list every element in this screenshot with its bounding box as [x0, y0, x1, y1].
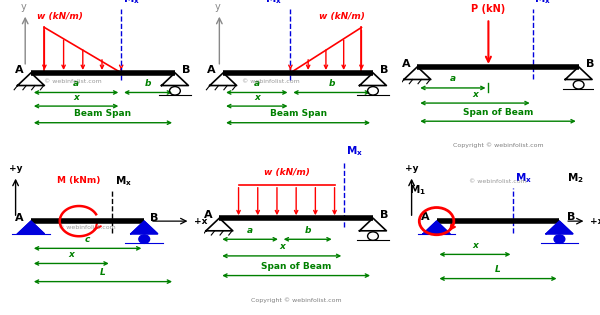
Text: $\mathbf{M_x}$: $\mathbf{M_x}$ [265, 0, 283, 6]
Text: B: B [149, 213, 158, 223]
Text: A: A [208, 65, 216, 75]
Text: B: B [182, 65, 191, 75]
Text: x: x [472, 241, 478, 250]
Text: Beam Span: Beam Span [74, 109, 131, 118]
Text: a: a [247, 226, 253, 235]
Text: y: y [20, 2, 26, 12]
Text: b: b [328, 79, 335, 88]
Text: x: x [472, 89, 478, 99]
Text: $\mathbf{M_x}$: $\mathbf{M_x}$ [123, 0, 140, 6]
Text: B: B [586, 59, 595, 69]
Text: $\mathbf{M_1}$: $\mathbf{M_1}$ [409, 183, 426, 197]
Text: © webinfolist.com: © webinfolist.com [44, 79, 102, 84]
Text: $\mathbf{M_x}$: $\mathbf{M_x}$ [115, 174, 133, 188]
Polygon shape [131, 221, 158, 234]
Text: L: L [495, 265, 501, 274]
Text: $\mathbf{M_2}$: $\mathbf{M_2}$ [567, 171, 584, 185]
Text: Span of Beam: Span of Beam [463, 108, 533, 117]
Text: © webinfolist.com: © webinfolist.com [58, 225, 116, 230]
Text: w (kN/m): w (kN/m) [263, 168, 310, 177]
Text: L: L [100, 268, 106, 277]
Polygon shape [17, 221, 44, 234]
Polygon shape [546, 221, 573, 234]
Text: M (kNm): M (kNm) [57, 176, 101, 185]
Text: Copyright © webinfolist.com: Copyright © webinfolist.com [251, 297, 341, 303]
Text: b: b [304, 226, 311, 235]
Text: +x: +x [590, 217, 600, 226]
Text: $\mathbf{M_x}$: $\mathbf{M_x}$ [535, 0, 551, 6]
Text: w (kN/m): w (kN/m) [37, 12, 83, 21]
Text: w (kN/m): w (kN/m) [319, 12, 365, 21]
Text: B: B [380, 65, 389, 75]
Text: c: c [85, 235, 90, 244]
Text: a: a [450, 74, 456, 83]
Text: $\mathbf{M_x}$: $\mathbf{M_x}$ [346, 144, 363, 158]
Text: +y: +y [405, 164, 418, 173]
Text: B: B [380, 210, 389, 220]
Text: Span of Beam: Span of Beam [261, 262, 331, 271]
Text: B: B [567, 212, 575, 221]
Text: A: A [203, 210, 212, 220]
Text: Beam Span: Beam Span [269, 109, 326, 118]
Text: $\mathbf{M_x}$: $\mathbf{M_x}$ [515, 171, 532, 185]
Text: © webinfolist.com: © webinfolist.com [242, 79, 300, 84]
Text: b: b [145, 79, 151, 88]
Text: +y: +y [9, 164, 22, 173]
Text: © webinfolist.com: © webinfolist.com [469, 179, 527, 184]
Text: x: x [254, 93, 260, 101]
Text: P (kN): P (kN) [471, 4, 506, 14]
Text: +x: +x [194, 217, 208, 226]
Text: Copyright © webinfolist.com: Copyright © webinfolist.com [452, 143, 544, 148]
Text: A: A [401, 59, 410, 69]
Text: x: x [68, 250, 74, 259]
Text: x: x [73, 93, 79, 101]
Text: x: x [279, 242, 284, 251]
Text: y: y [215, 2, 220, 12]
Polygon shape [423, 221, 450, 234]
Circle shape [139, 235, 149, 243]
Text: A: A [15, 65, 24, 75]
Circle shape [554, 235, 565, 243]
Text: a: a [73, 79, 79, 88]
Text: A: A [15, 213, 24, 223]
Text: a: a [254, 79, 260, 88]
Text: A: A [421, 212, 430, 221]
